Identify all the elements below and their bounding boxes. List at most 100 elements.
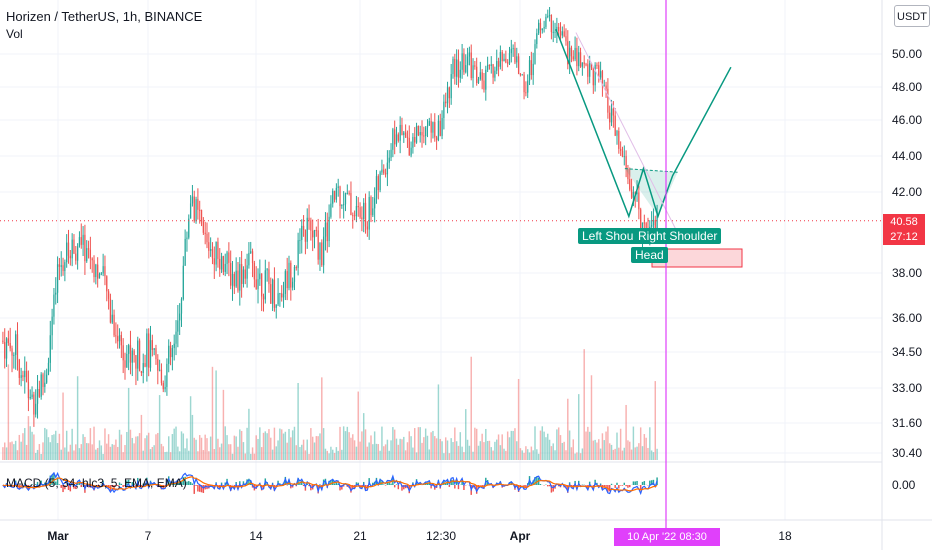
volume-bar [565, 450, 567, 460]
candle-body [386, 162, 389, 175]
volume-bar [441, 441, 443, 460]
candle-body [377, 176, 379, 191]
macd-histogram-bar [350, 485, 352, 493]
candle-body [375, 176, 378, 199]
volume-bar [603, 440, 605, 460]
volume-bar [111, 444, 113, 460]
macd-histogram-bar [357, 482, 359, 485]
right-shoulder-label[interactable]: Right Shoulder [634, 228, 722, 244]
volume-bar [299, 447, 301, 460]
volume-bar [188, 450, 190, 460]
macd-histogram-bar [202, 485, 205, 493]
macd-histogram-bar [333, 483, 336, 485]
macd-legend[interactable]: MACD (5, 34, hlc3, 5, EMA, EMA) [6, 476, 187, 490]
volume-bar [337, 450, 339, 460]
candle-body [106, 276, 108, 292]
candle-body [78, 237, 81, 247]
candle-body [594, 64, 596, 86]
candle-body [333, 190, 336, 200]
head-label[interactable]: Head [631, 247, 668, 263]
candle-body [576, 47, 578, 67]
candle-body [465, 65, 467, 73]
volume-bar [270, 437, 272, 460]
macd-histogram-bar [401, 485, 403, 491]
candle-body [135, 355, 137, 369]
candle-body [477, 78, 480, 84]
volume-bar [317, 436, 319, 460]
macd-histogram-bar [135, 485, 137, 488]
volume-bar [224, 426, 226, 460]
candle-body [268, 269, 270, 285]
volume-bar [619, 428, 622, 460]
candle-body [118, 335, 121, 342]
candle-body [27, 382, 30, 399]
macd-histogram-bar [184, 476, 186, 485]
candle-body [501, 52, 503, 62]
volume-bar [537, 453, 540, 460]
candle-body [548, 15, 551, 17]
candle-body [213, 258, 215, 265]
candle-body [95, 264, 97, 278]
candle-body [22, 375, 24, 378]
macd-histogram-bar [448, 485, 451, 487]
macd-histogram-bar [75, 485, 77, 490]
candle-body [33, 394, 35, 415]
candle-body [324, 222, 327, 237]
candle-body [100, 273, 102, 275]
price-tick-3: 44.00 [892, 149, 922, 163]
volume-bar [164, 452, 166, 460]
symbol-title[interactable]: Horizen / TetherUS, 1h, BINANCE [6, 9, 203, 24]
candle-body [558, 26, 560, 32]
volume-bar [479, 441, 482, 460]
candle-body [415, 125, 418, 143]
volume-bar [271, 449, 274, 460]
volume-bar [153, 445, 155, 460]
candle-body [319, 242, 321, 260]
candle-body [326, 222, 328, 242]
macd-histogram-bar [601, 485, 604, 490]
volume-bar [219, 447, 221, 460]
candle-body [450, 74, 452, 99]
volume-bar [630, 449, 633, 460]
volume-bar [100, 445, 103, 460]
head-and-shoulders-drawing[interactable] [555, 28, 743, 268]
volume-bar [550, 446, 553, 460]
volume-bar [173, 428, 175, 460]
candle-body [461, 53, 463, 70]
volume-bar [579, 453, 582, 460]
volume-bar [501, 434, 503, 460]
macd-histogram-bar [603, 485, 605, 488]
time-tick-3: 21 [353, 529, 367, 543]
volume-bar [393, 429, 396, 460]
volume-bar [282, 433, 285, 460]
volume-bar [372, 444, 374, 460]
candle-body [383, 169, 385, 174]
volume-bar [69, 444, 72, 460]
candle-body [638, 192, 640, 210]
time-axis-ticks: Mar 7 14 21 12:30 Apr 18 [47, 529, 792, 543]
macd-histogram-bar [142, 483, 144, 485]
candle-body [122, 345, 124, 361]
candle-body [507, 62, 509, 64]
candle-body [585, 64, 587, 66]
volume-bar [175, 426, 177, 460]
volume-legend[interactable]: Vol [6, 27, 23, 41]
volume-bar [384, 444, 387, 460]
volume-bar [146, 435, 148, 460]
trend-line [575, 32, 684, 243]
volume-bar [104, 428, 106, 460]
volume-bar [459, 432, 462, 460]
time-tick-5: Apr [510, 529, 531, 543]
left-shoulder-label[interactable]: Left Shou [578, 228, 638, 244]
volume-bar [60, 449, 62, 460]
candle-body [304, 230, 307, 242]
currency-badge[interactable]: USDT [894, 5, 930, 27]
candle-body [554, 31, 556, 33]
volume-bar [426, 435, 429, 460]
macd-histogram-bar [93, 485, 95, 491]
candle-body [129, 345, 132, 363]
volume-bar [144, 438, 146, 460]
candle-body [82, 234, 84, 245]
candle-body [312, 230, 314, 238]
